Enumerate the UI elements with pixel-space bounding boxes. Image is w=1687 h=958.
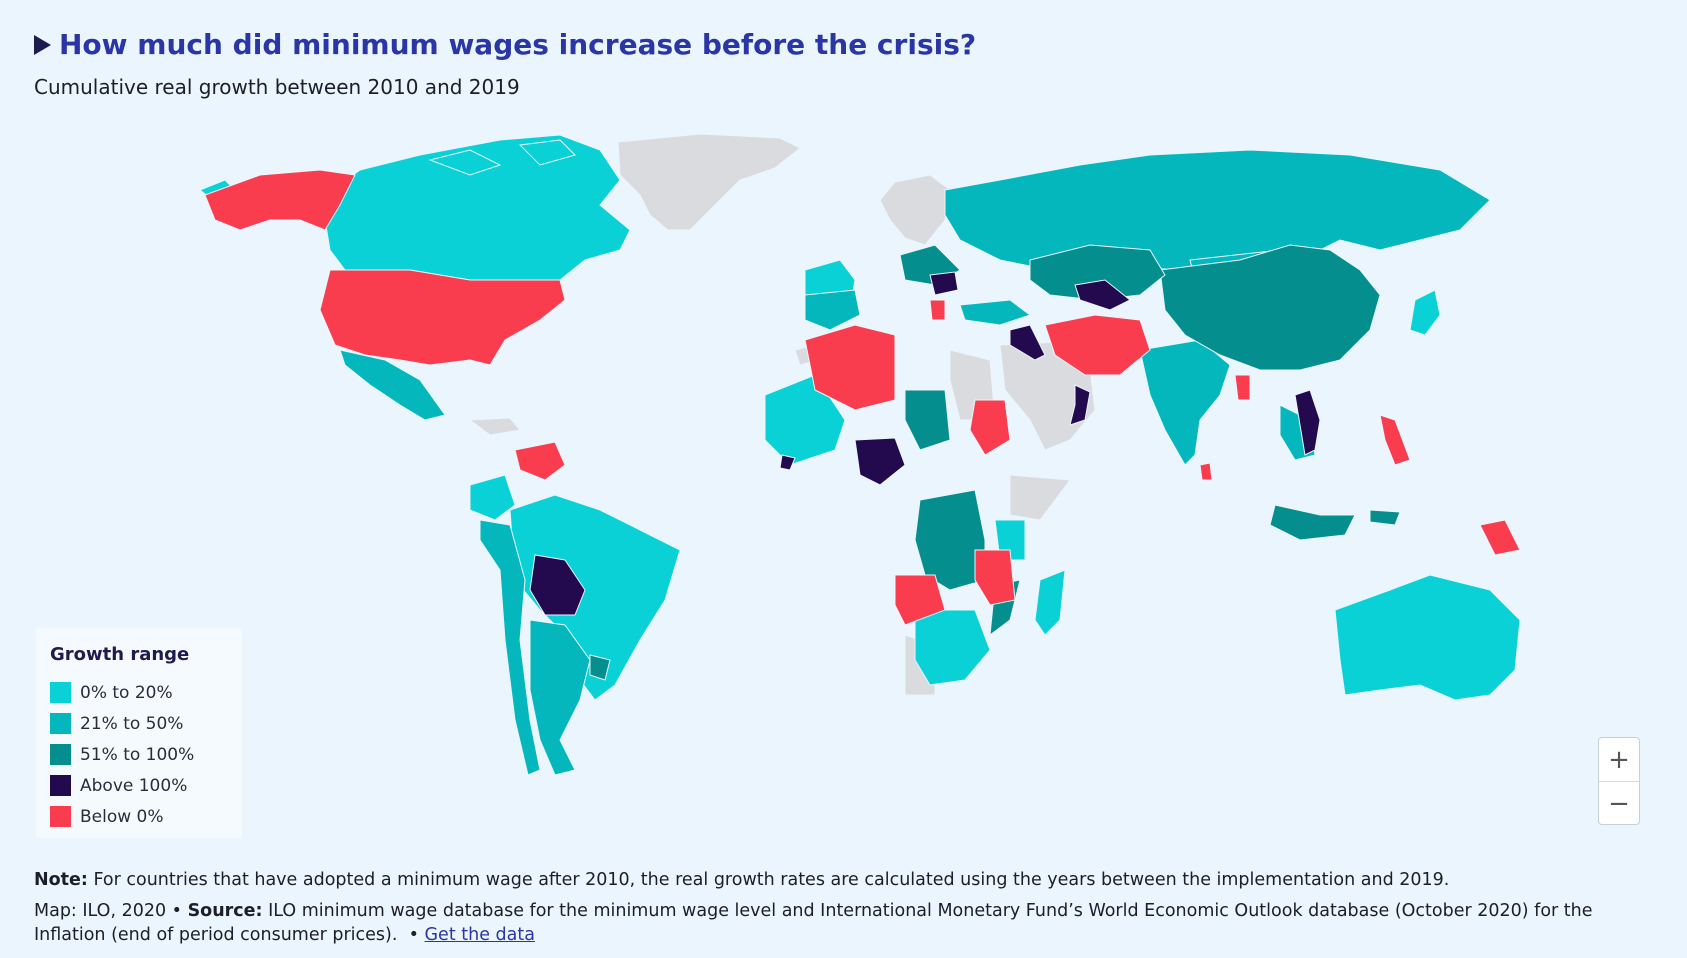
country-sudan[interactable]: [969, 399, 1011, 456]
legend-item-below-0[interactable]: Below 0%: [50, 801, 242, 832]
country-madagascar[interactable]: [1034, 569, 1066, 636]
legend-swatch: [50, 775, 71, 796]
legend-item-51-100[interactable]: 51% to 100%: [50, 739, 242, 770]
chart-header: How much did minimum wages increase befo…: [34, 28, 976, 99]
legend-swatch: [50, 682, 71, 703]
country-alaska[interactable]: [204, 169, 356, 231]
country-greece[interactable]: [929, 299, 946, 321]
note-label: Note:: [34, 870, 88, 890]
country-indonesia[interactable]: [1269, 504, 1401, 541]
country-scandinavia[interactable]: [879, 174, 951, 246]
legend-title: Growth range: [50, 644, 190, 665]
legend-item-21-50[interactable]: 21% to 50%: [50, 708, 242, 739]
country-kazakhstan[interactable]: [1029, 244, 1166, 301]
growth-51-100-regions: [589, 244, 1401, 681]
legend-label: 21% to 50%: [80, 713, 184, 734]
country-tanzania-congo[interactable]: [974, 549, 1016, 606]
legend-panel: Growth range 0% to 20% 21% to 50% 51% to…: [36, 628, 242, 838]
country-usa[interactable]: [319, 269, 566, 366]
source-separator: •: [408, 925, 419, 945]
legend-label: 51% to 100%: [80, 744, 195, 765]
page-title: How much did minimum wages increase befo…: [59, 28, 977, 61]
country-colombia-region[interactable]: [469, 474, 516, 521]
country-iran-afghanistan[interactable]: [1044, 314, 1151, 376]
expand-triangle-icon[interactable]: [34, 34, 51, 55]
country-algeria[interactable]: [804, 324, 896, 411]
legend-swatch: [50, 806, 71, 827]
country-argentina[interactable]: [529, 619, 591, 776]
country-sri-lanka-myanmar[interactable]: [1199, 374, 1251, 481]
note-text: For countries that have adopted a minimu…: [93, 870, 1450, 890]
footer: Note: For countries that have adopted a …: [34, 868, 1654, 954]
country-somalia-region[interactable]: [1009, 474, 1071, 521]
title-row[interactable]: How much did minimum wages increase befo…: [34, 28, 976, 61]
note-line: Note: For countries that have adopted a …: [34, 868, 1654, 892]
country-greenland[interactable]: [617, 133, 801, 231]
country-france-spain[interactable]: [804, 289, 861, 331]
country-caribbean[interactable]: [468, 417, 521, 436]
zoom-out-button[interactable]: −: [1608, 788, 1630, 819]
country-bolivia[interactable]: [529, 554, 586, 616]
page-subtitle: Cumulative real growth between 2010 and …: [34, 75, 520, 99]
country-venezuela[interactable]: [514, 441, 566, 481]
legend-label: Above 100%: [80, 775, 188, 796]
country-central-africa[interactable]: [914, 489, 986, 591]
country-australia[interactable]: [1334, 574, 1521, 701]
country-mexico[interactable]: [339, 349, 446, 421]
source-text: ILO minimum wage database for the minimu…: [34, 901, 1593, 945]
country-russia[interactable]: [944, 149, 1491, 271]
source-line: Map: ILO, 2020 • Source: ILO minimum wag…: [34, 899, 1654, 947]
country-india[interactable]: [1139, 339, 1231, 466]
growth-below-0-regions: [204, 169, 1521, 626]
country-uzbekistan[interactable]: [1074, 279, 1131, 311]
country-canada-islands[interactable]: [428, 139, 576, 176]
country-chad[interactable]: [904, 389, 951, 451]
country-oman[interactable]: [1069, 384, 1091, 426]
legend-item-above-100[interactable]: Above 100%: [50, 770, 242, 801]
country-uruguay[interactable]: [589, 654, 611, 681]
country-iraq[interactable]: [1009, 324, 1046, 361]
world-map[interactable]: [0, 120, 1687, 840]
country-southern-africa[interactable]: [914, 609, 991, 686]
zoom-in-button[interactable]: +: [1608, 744, 1630, 775]
map-credit: Map: ILO, 2020 •: [34, 901, 182, 921]
zoom-divider: [1599, 781, 1639, 782]
country-vietnam-laos[interactable]: [1294, 389, 1321, 456]
country-canada[interactable]: [324, 134, 631, 281]
country-romania[interactable]: [929, 271, 959, 296]
country-philippines[interactable]: [1379, 414, 1411, 466]
legend-item-0-20[interactable]: 0% to 20%: [50, 677, 242, 708]
country-papua-new-guinea[interactable]: [1479, 519, 1521, 556]
zoom-controls: + −: [1598, 737, 1640, 825]
growth-above-100-regions: [529, 271, 1321, 616]
source-label: Source:: [187, 901, 263, 921]
get-data-link[interactable]: Get the data: [424, 925, 535, 945]
country-liberia[interactable]: [779, 454, 796, 471]
legend-label: 0% to 20%: [80, 682, 173, 703]
country-china[interactable]: [1159, 244, 1381, 371]
country-peru-chile[interactable]: [479, 519, 541, 776]
country-turkey-region[interactable]: [959, 299, 1032, 326]
country-japan[interactable]: [1409, 289, 1441, 336]
country-nigeria[interactable]: [854, 437, 906, 486]
legend-swatch: [50, 744, 71, 765]
growth-0-20-regions: [199, 134, 1521, 701]
legend-label: Below 0%: [80, 806, 164, 827]
country-angola[interactable]: [894, 574, 946, 626]
legend-swatch: [50, 713, 71, 734]
